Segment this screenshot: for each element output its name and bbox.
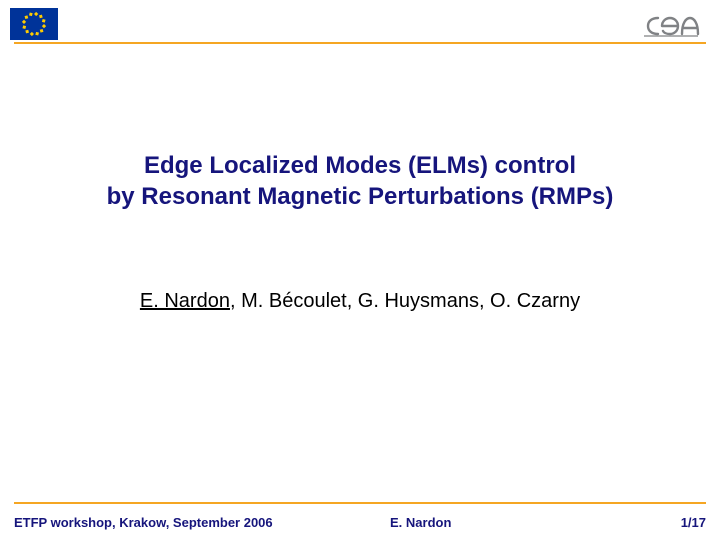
slide: Edge Localized Modes (ELMs) control by R… <box>0 0 720 540</box>
footer: ETFP workshop, Krakow, September 2006 E.… <box>14 515 706 530</box>
title-line-2: by Resonant Magnetic Perturbations (RMPs… <box>107 183 614 210</box>
cea-logo-icon <box>640 10 702 38</box>
title-line-1: Edge Localized Modes (ELMs) control <box>144 152 576 179</box>
presenting-author: E. Nardon <box>140 290 230 312</box>
slide-title: Edge Localized Modes (ELMs) control by R… <box>0 150 720 212</box>
coauthors: , M. Bécoulet, G. Huysmans, O. Czarny <box>230 290 580 312</box>
footer-page-number: 1/17 <box>681 515 706 530</box>
footer-author: E. Nardon <box>390 515 451 530</box>
authors: E. Nardon, M. Bécoulet, G. Huysmans, O. … <box>0 290 720 313</box>
eu-flag-icon <box>10 8 58 40</box>
bottom-divider <box>14 502 706 504</box>
top-divider <box>14 42 706 44</box>
eu-stars <box>22 12 46 36</box>
footer-venue: ETFP workshop, Krakow, September 2006 <box>14 515 273 530</box>
